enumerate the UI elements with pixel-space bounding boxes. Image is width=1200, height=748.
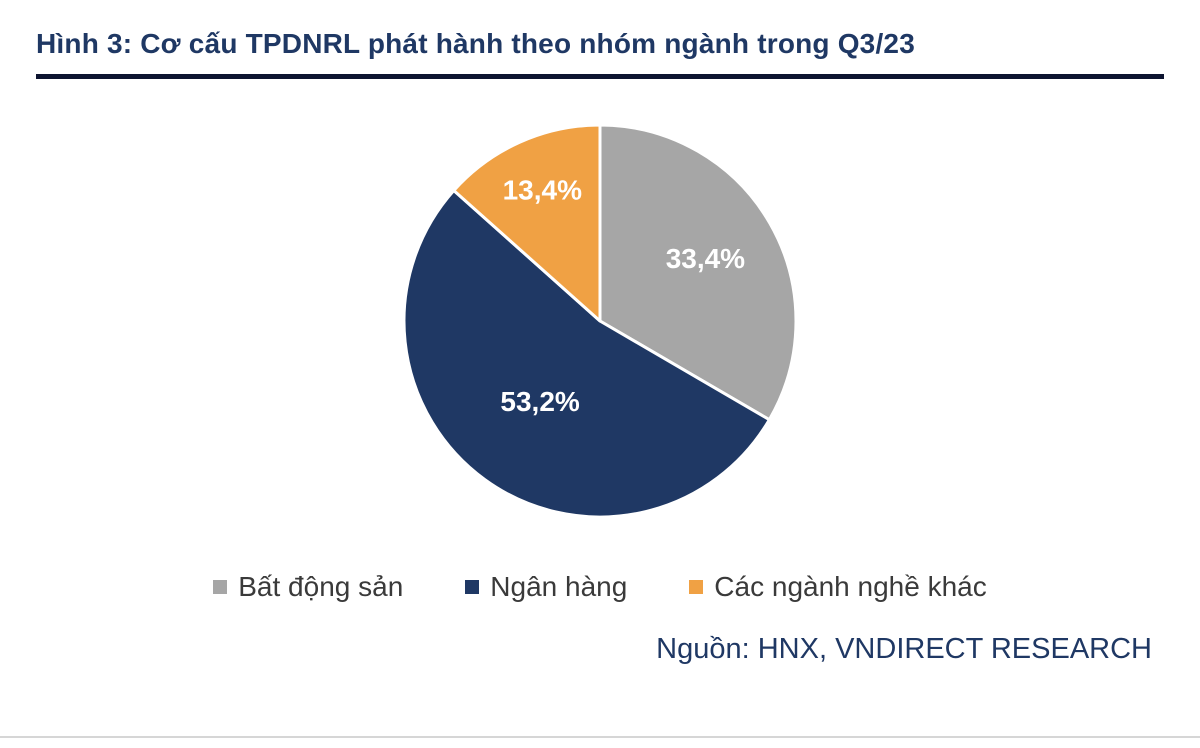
- pie-slice-label-0: 33,4%: [666, 243, 745, 274]
- figure-title: Hình 3: Cơ cấu TPDNRL phát hành theo nhó…: [36, 28, 915, 59]
- pie-slice-0: [598, 123, 798, 422]
- legend-label: Bất động sản: [238, 571, 404, 602]
- pie-chart-svg: 33,4% 53,2% 13,4%: [402, 123, 798, 519]
- chart-legend: Bất động sản Ngân hàng Các ngành nghề kh…: [36, 571, 1164, 603]
- pie-chart: 33,4% 53,2% 13,4%: [36, 109, 1164, 533]
- legend-swatch-navy-icon: [465, 580, 480, 594]
- pie-slice-label-1: 53,2%: [500, 386, 579, 417]
- pie-slice-2: [452, 123, 602, 323]
- legend-item-ngan-hang: Ngân hàng: [465, 571, 627, 603]
- legend-swatch-orange-icon: [689, 580, 704, 594]
- pie-slice-1: [402, 188, 771, 519]
- legend-swatch-gray-icon: [213, 580, 228, 594]
- bottom-divider: [0, 736, 1200, 738]
- legend-item-bat-dong-san: Bất động sản: [213, 571, 403, 603]
- title-underline: [36, 74, 1164, 79]
- pie-slice-label-2: 13,4%: [503, 175, 582, 206]
- source-caption: Nguồn: HNX, VNDIRECT RESEARCH: [656, 633, 1152, 665]
- legend-item-cac-nganh-nghe-khac: Các ngành nghề khác: [689, 571, 987, 603]
- legend-label: Các ngành nghề khác: [714, 571, 987, 602]
- legend-label: Ngân hàng: [490, 571, 628, 602]
